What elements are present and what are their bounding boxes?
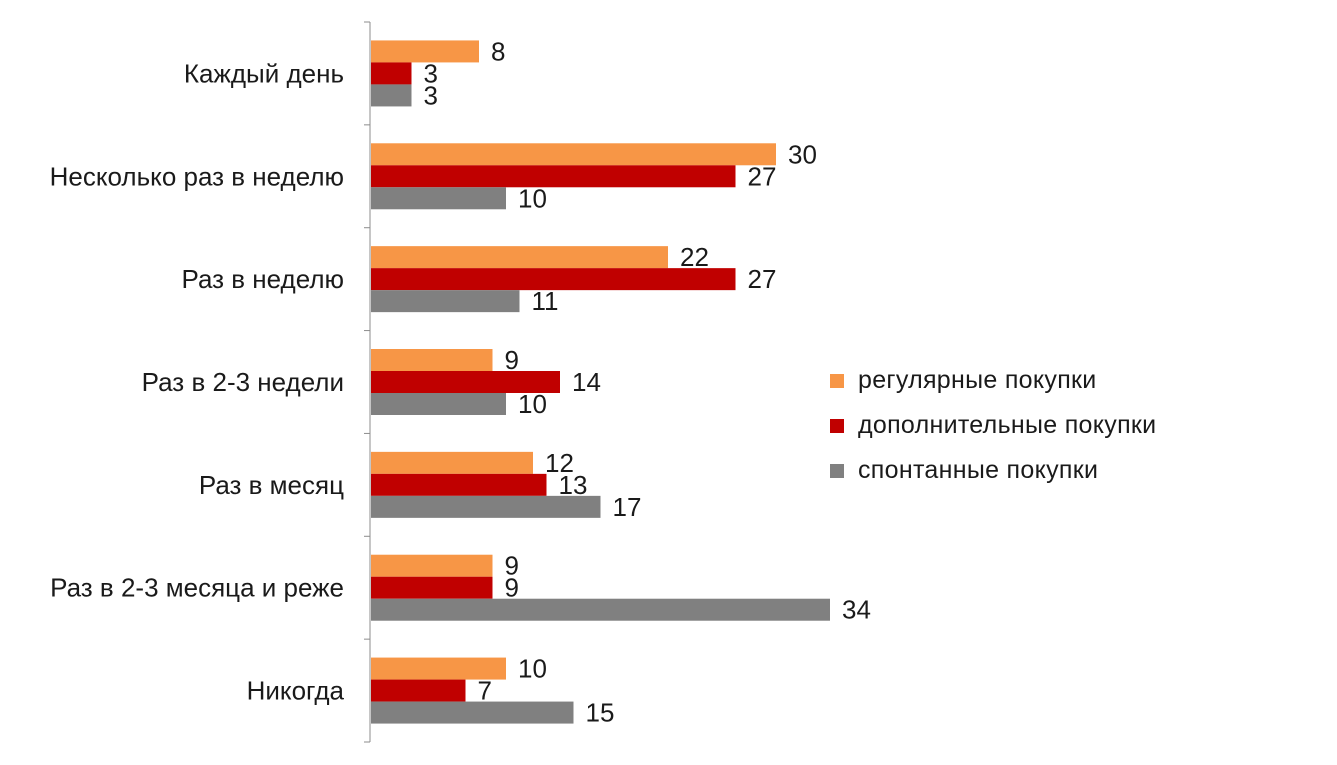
data-label: 9 <box>505 573 519 603</box>
category-label: Раз в неделю <box>181 264 344 294</box>
legend-swatch <box>830 418 844 433</box>
data-label: 27 <box>748 161 777 191</box>
legend-swatch <box>830 463 844 478</box>
data-label: 30 <box>788 139 817 169</box>
bar <box>371 393 506 415</box>
bar <box>371 657 506 680</box>
data-label: 14 <box>572 367 601 397</box>
legend-swatch <box>830 373 844 388</box>
data-label: 13 <box>559 470 588 500</box>
bar <box>371 679 466 702</box>
bar <box>371 451 533 474</box>
legend: регулярные покупки дополнительные покупки… <box>830 358 1156 493</box>
bar <box>371 40 479 63</box>
data-label: 34 <box>842 595 871 625</box>
data-label: 10 <box>518 389 547 419</box>
bar <box>371 598 830 621</box>
legend-label: спонтанные покупки <box>858 456 1099 484</box>
bar <box>371 290 520 313</box>
category-label: Раз в 2-3 месяца и реже <box>50 573 344 603</box>
data-label: 3 <box>424 80 438 110</box>
bar <box>371 268 736 291</box>
data-label: 12 <box>545 448 574 478</box>
data-label: 11 <box>532 286 559 316</box>
bar <box>371 371 560 393</box>
legend-label: дополнительные покупки <box>858 411 1157 439</box>
bar <box>371 143 776 166</box>
category-label: Раз в 2-3 недели <box>142 367 344 397</box>
data-label: 10 <box>518 654 547 684</box>
bar <box>371 554 493 577</box>
legend-label: регулярные покупки <box>858 366 1097 394</box>
data-label: 17 <box>613 492 642 522</box>
data-label: 15 <box>586 698 615 728</box>
bar <box>371 495 601 518</box>
bar <box>371 349 493 371</box>
data-label: 7 <box>478 676 492 706</box>
bar <box>371 84 412 107</box>
data-label: 27 <box>748 264 777 294</box>
bar <box>371 576 493 599</box>
data-label: 3 <box>424 58 438 88</box>
legend-item: регулярные покупки <box>830 358 1156 403</box>
data-label: 8 <box>491 36 505 66</box>
data-label: 9 <box>505 345 519 375</box>
category-label: Каждый день <box>184 58 344 88</box>
bar <box>371 165 736 188</box>
bar <box>371 246 668 269</box>
data-label: 10 <box>518 183 547 213</box>
category-label: Никогда <box>247 676 345 706</box>
bar <box>371 62 412 85</box>
bar <box>371 701 574 724</box>
bar <box>371 187 506 210</box>
category-label: Несколько раз в неделю <box>50 161 344 191</box>
data-label: 22 <box>680 242 709 272</box>
category-label: Раз в месяц <box>199 470 344 500</box>
data-label: 9 <box>505 551 519 581</box>
legend-item: спонтанные покупки <box>830 448 1156 493</box>
bar <box>371 473 547 496</box>
legend-item: дополнительные покупки <box>830 403 1156 448</box>
